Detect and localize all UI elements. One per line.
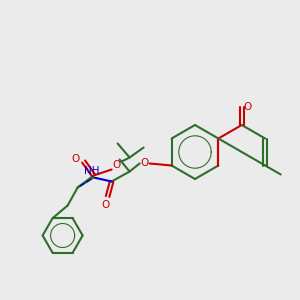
Text: O: O	[140, 158, 149, 169]
Text: NH: NH	[84, 167, 99, 176]
Text: O: O	[244, 102, 252, 112]
Text: O: O	[71, 154, 80, 164]
Text: O: O	[112, 160, 121, 170]
Text: O: O	[101, 200, 110, 209]
